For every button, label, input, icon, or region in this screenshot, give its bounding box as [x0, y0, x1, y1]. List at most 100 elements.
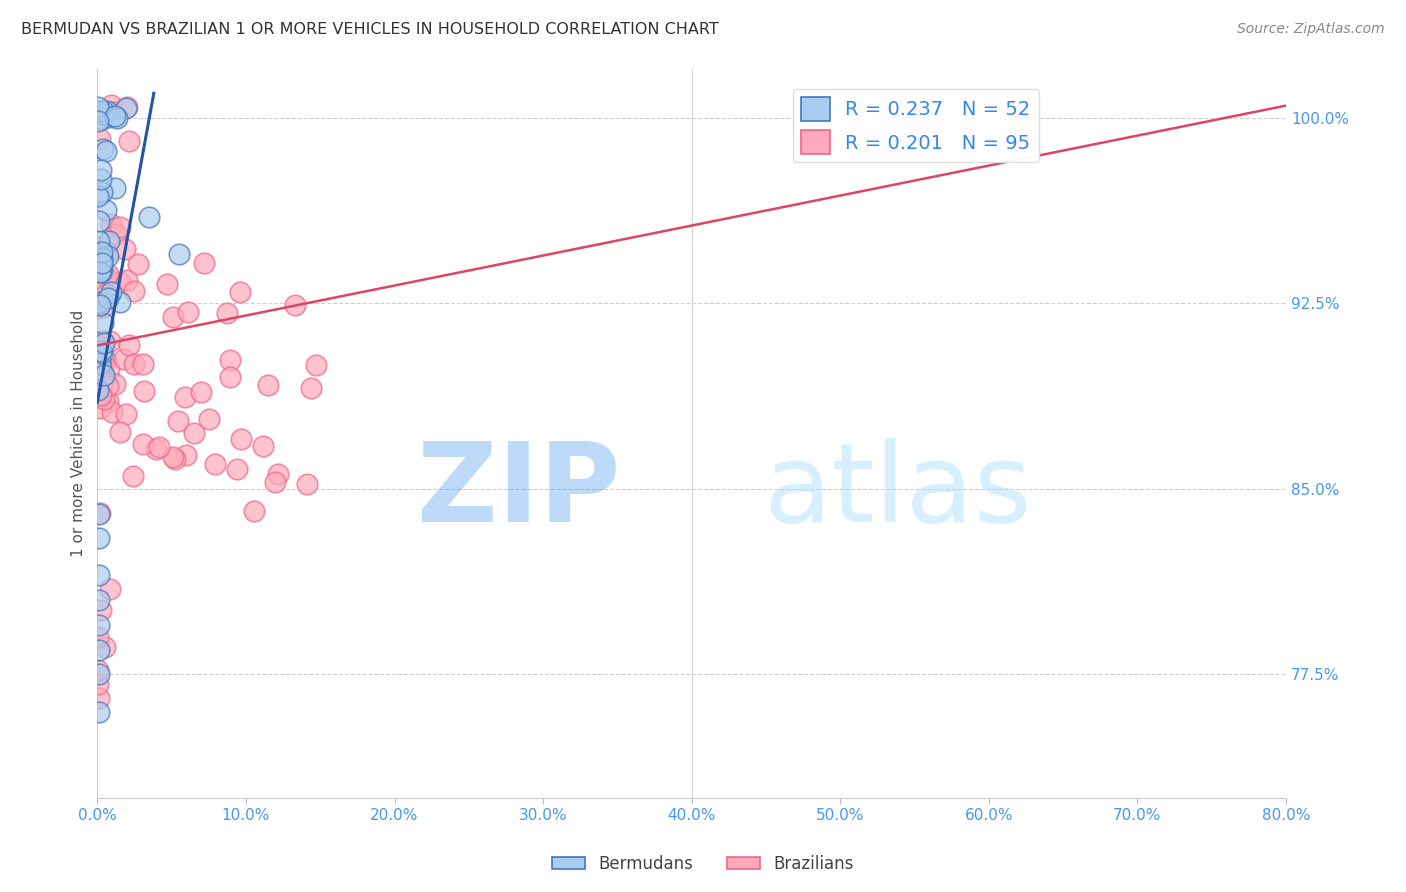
Point — [101, 405, 124, 419]
Point — [100, 285, 122, 300]
Point — [229, 432, 252, 446]
Point — [86, 301, 108, 315]
Point — [104, 377, 127, 392]
Point — [97, 111, 120, 125]
Point — [122, 468, 145, 483]
Point — [101, 105, 124, 120]
Point — [131, 357, 153, 371]
Point — [97, 361, 120, 376]
Point — [87, 295, 110, 310]
Point — [117, 100, 139, 114]
Point — [127, 257, 149, 271]
Point — [193, 256, 215, 270]
Point — [87, 100, 110, 114]
Point — [115, 407, 138, 421]
Point — [87, 114, 110, 128]
Point — [87, 383, 110, 397]
Point — [89, 214, 111, 228]
Point — [104, 227, 127, 242]
Point — [108, 276, 131, 290]
Point — [295, 477, 318, 491]
Point — [190, 384, 212, 399]
Point — [115, 273, 138, 287]
Point — [114, 102, 136, 116]
Point — [96, 104, 118, 119]
Point — [86, 257, 108, 271]
Point — [87, 507, 110, 521]
Point — [87, 642, 110, 657]
Point — [86, 296, 108, 310]
Point — [263, 475, 285, 490]
Point — [167, 247, 190, 261]
Point — [91, 142, 114, 156]
Point — [177, 305, 200, 319]
Point — [89, 297, 111, 311]
Point — [198, 412, 221, 426]
Point — [138, 210, 160, 224]
Point — [284, 298, 307, 312]
Point — [124, 357, 146, 371]
Point — [94, 144, 117, 158]
Point — [87, 271, 110, 285]
Point — [132, 437, 155, 451]
Point — [89, 363, 111, 377]
Point — [122, 284, 145, 298]
Point — [91, 334, 114, 348]
Point — [305, 358, 328, 372]
Point — [91, 252, 114, 266]
Point — [97, 249, 120, 263]
Point — [91, 106, 114, 120]
Point — [91, 261, 114, 276]
Point — [108, 425, 131, 440]
Point — [219, 352, 242, 367]
Point — [91, 345, 114, 359]
Point — [90, 255, 112, 269]
Point — [108, 295, 131, 310]
Point — [89, 265, 111, 279]
Point — [118, 338, 141, 352]
Point — [90, 368, 112, 382]
Point — [257, 378, 280, 392]
Text: atlas: atlas — [763, 438, 1032, 545]
Point — [114, 242, 136, 256]
Point — [89, 260, 111, 274]
Point — [97, 267, 120, 281]
Point — [90, 372, 112, 386]
Point — [93, 335, 115, 350]
Point — [87, 568, 110, 582]
Point — [90, 265, 112, 279]
Point — [89, 132, 111, 146]
Point — [89, 234, 111, 248]
Point — [97, 291, 120, 305]
Point — [90, 162, 112, 177]
Point — [87, 363, 110, 377]
Point — [91, 244, 114, 259]
Point — [98, 334, 121, 348]
Point — [90, 344, 112, 359]
Point — [118, 134, 141, 148]
Point — [90, 185, 112, 199]
Point — [90, 603, 112, 617]
Point — [903, 111, 925, 125]
Point — [87, 690, 110, 705]
Point — [104, 181, 127, 195]
Point — [226, 461, 249, 475]
Point — [183, 425, 205, 440]
Point — [89, 338, 111, 352]
Point — [87, 667, 110, 681]
Point — [299, 381, 322, 395]
Point — [174, 391, 197, 405]
Point — [90, 358, 112, 372]
Text: BERMUDAN VS BRAZILIAN 1 OR MORE VEHICLES IN HOUSEHOLD CORRELATION CHART: BERMUDAN VS BRAZILIAN 1 OR MORE VEHICLES… — [21, 22, 718, 37]
Point — [162, 310, 184, 325]
Point — [93, 392, 115, 406]
Point — [89, 506, 111, 520]
Point — [105, 112, 128, 126]
Point — [204, 458, 226, 472]
Point — [90, 172, 112, 186]
Point — [156, 277, 179, 291]
Point — [90, 363, 112, 377]
Point — [97, 379, 120, 393]
Point — [104, 109, 127, 123]
Text: ZIP: ZIP — [418, 438, 620, 545]
